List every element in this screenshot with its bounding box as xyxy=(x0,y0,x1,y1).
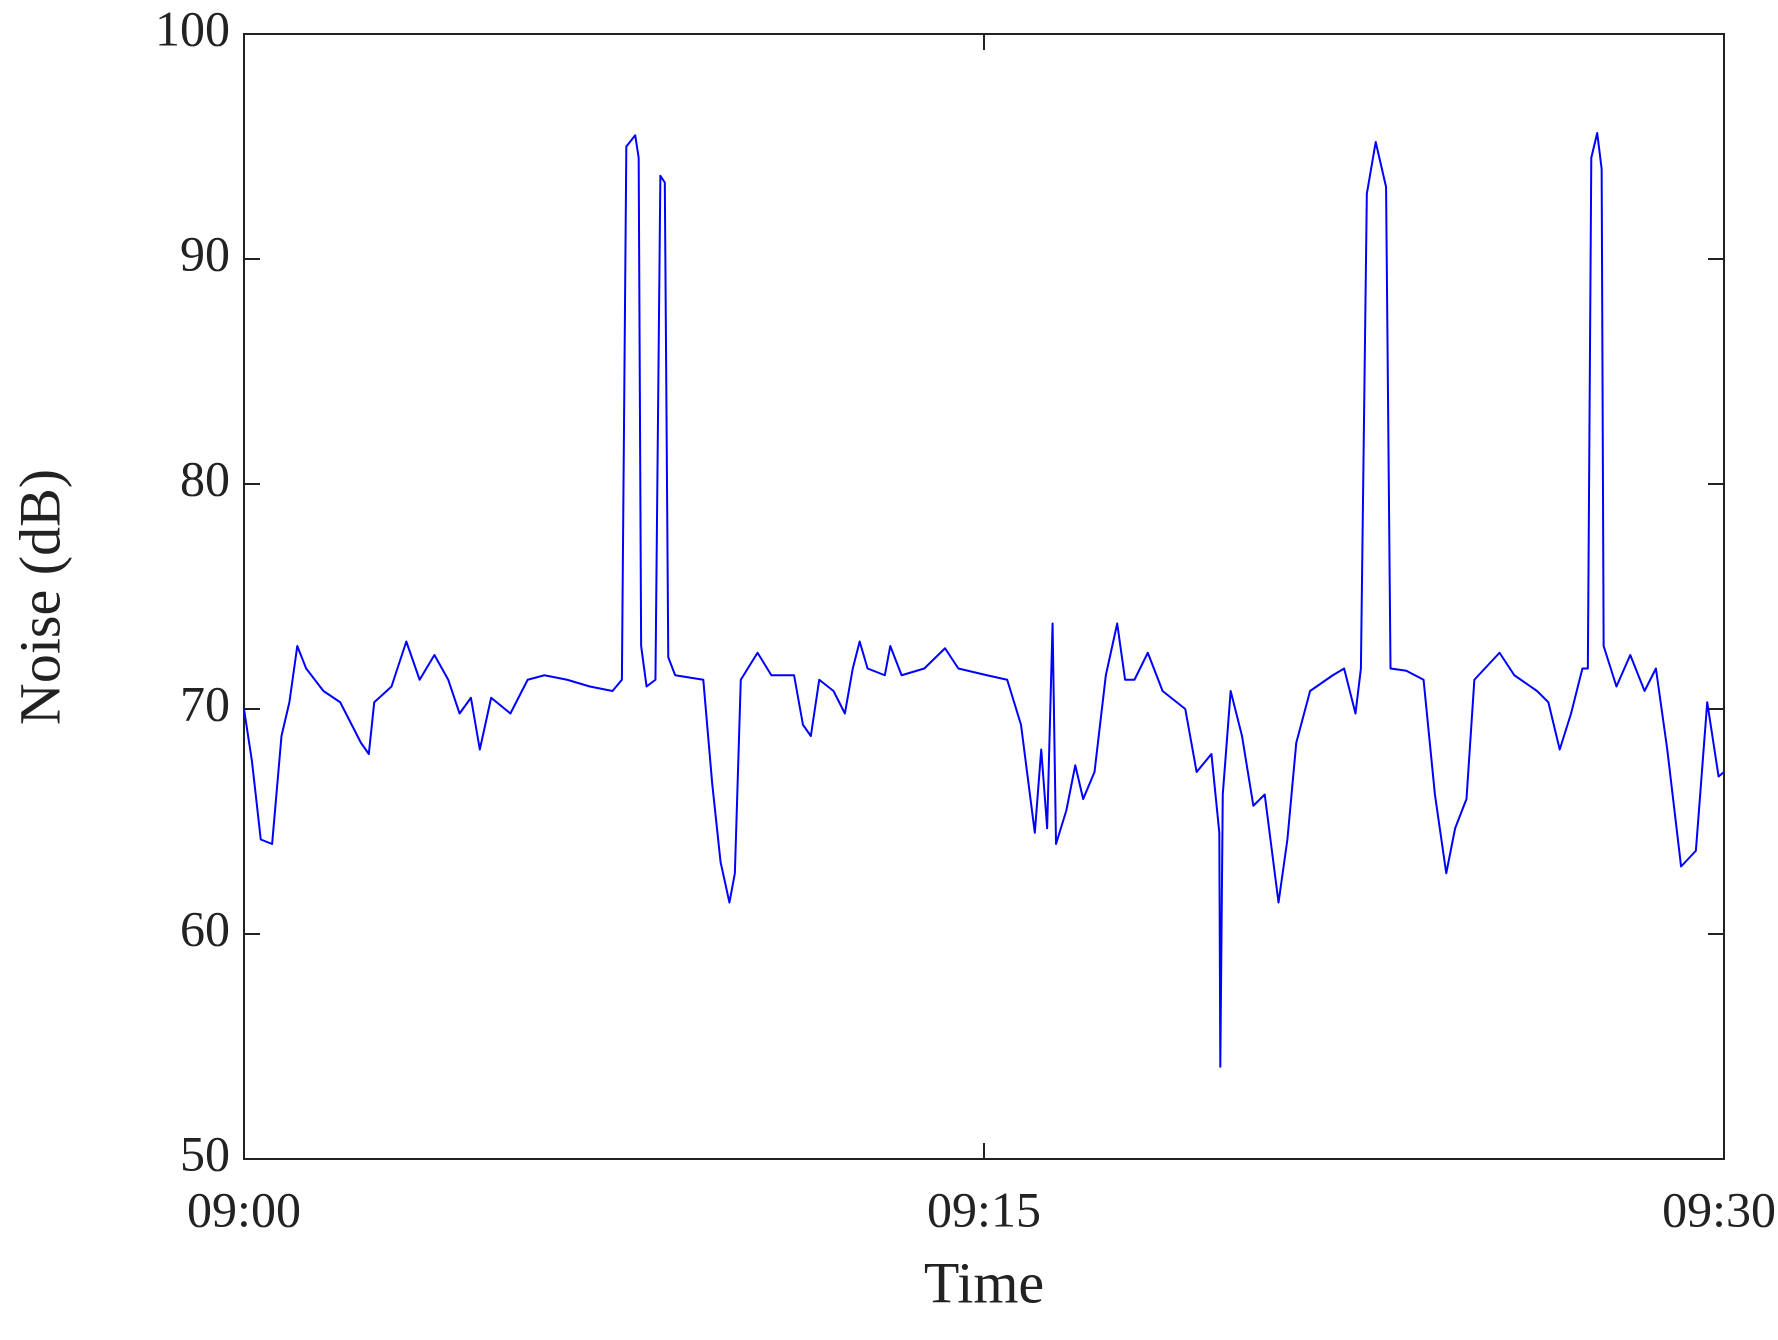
y-tick-label: 90 xyxy=(180,225,230,281)
y-tick-label: 60 xyxy=(180,900,230,956)
y-tick-label: 100 xyxy=(155,0,230,56)
x-tick-label: 09:00 xyxy=(187,1181,301,1237)
x-axis-label: Time xyxy=(924,1250,1044,1315)
x-tick-label: 09:15 xyxy=(927,1181,1041,1237)
y-tick-label: 50 xyxy=(180,1125,230,1181)
y-tick-label: 80 xyxy=(180,450,230,506)
plot-frame xyxy=(243,33,1725,1160)
data-line xyxy=(243,132,1725,1068)
y-tick-label: 70 xyxy=(180,675,230,731)
x-tick-label: 09:30 xyxy=(1662,1181,1776,1237)
y-axis-label: Noise (dB) xyxy=(7,469,72,725)
